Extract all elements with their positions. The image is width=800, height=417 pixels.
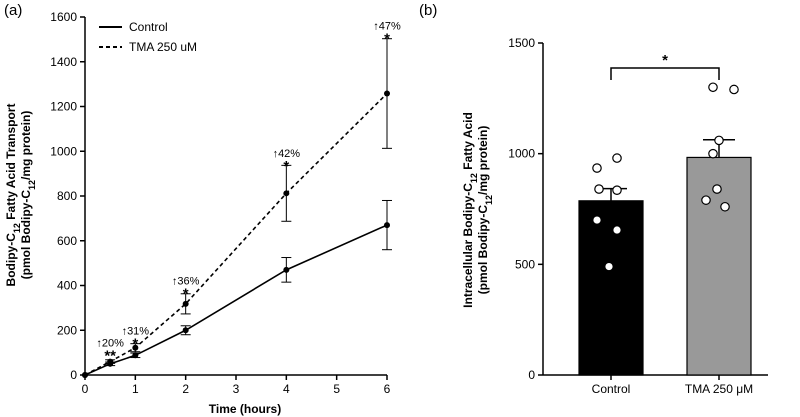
individual-point <box>592 215 602 225</box>
significance-star: * <box>283 158 289 175</box>
percent-increase-label: ↑20% <box>96 338 124 350</box>
panel-a-x-tick-label: 4 <box>283 382 290 396</box>
legend-tma-label: TMA 250 uM <box>129 40 197 54</box>
percent-increase-label: ↑31% <box>122 325 150 337</box>
panel-a-y-axis-label-line1: Bodipy-C12 Fatty Acid Transport <box>4 104 22 287</box>
panel-a-x-tick-label: 0 <box>82 382 89 396</box>
individual-point <box>604 261 614 272</box>
panel-b-axes: 0 500 1000 1500 Control TMA 250 μM <box>508 36 768 396</box>
individual-point <box>701 195 711 205</box>
panel-a-y-tick-label: 0 <box>70 368 77 382</box>
panel-a-y-axis-label-line2: (pmol Bodipy-C12/mg protein) <box>19 111 37 280</box>
panel-b-significance: * <box>610 52 720 80</box>
bar-control <box>578 200 644 376</box>
data-point <box>384 222 390 229</box>
panel-a-y-tick-label: 800 <box>57 189 77 203</box>
panel-b-y-tick-label: 1000 <box>508 147 535 161</box>
panel-a-x-tick-label: 6 <box>384 382 391 396</box>
panel-a-label: (a) <box>4 2 22 19</box>
panel-a-y-tick-label: 200 <box>57 323 77 337</box>
individual-point <box>592 163 602 173</box>
data-point <box>107 358 114 365</box>
panel-b-y-tick-label: 500 <box>515 257 535 271</box>
individual-point <box>720 201 730 212</box>
significance-star: * <box>132 335 138 352</box>
individual-point <box>708 148 718 159</box>
panel-a-y-tick-label: 1400 <box>50 55 77 69</box>
panel-b-x-tick-label: Control <box>592 382 631 396</box>
significance-star: * <box>384 30 390 47</box>
individual-point <box>729 84 739 95</box>
panel-b-y-axis-label-line1: Intracellular Bodipy-C12 Fatty Acid <box>461 112 479 308</box>
data-point <box>132 344 139 351</box>
individual-point <box>594 184 604 194</box>
data-point <box>384 90 390 97</box>
panel-a-y-tick-label: 400 <box>57 279 77 293</box>
panel-a-series <box>82 38 392 378</box>
significance-bracket <box>610 67 720 80</box>
individual-point <box>612 153 622 163</box>
panel-a-x-tick-label: 5 <box>333 382 340 396</box>
panel-b-y-tick-label: 1500 <box>508 36 535 50</box>
individual-point <box>714 135 724 146</box>
data-point <box>182 300 189 307</box>
data-point <box>132 352 139 359</box>
panel-a-x-tick-label: 1 <box>132 382 139 396</box>
bar-tma <box>686 156 752 376</box>
percent-increase-label: ↑36% <box>172 275 200 287</box>
panel-b-y-tick-label: 0 <box>528 368 535 382</box>
significance-star: ** <box>104 348 116 365</box>
panel-b-y-axis-label-line2: (pmol Bodipy-C12/mg protein) <box>476 126 494 295</box>
panel-a-x-tick-label: 3 <box>233 382 240 396</box>
panel-a-y-tick-label: 600 <box>57 234 77 248</box>
significance-star: * <box>662 52 668 69</box>
data-point <box>283 266 290 273</box>
legend-control-label: Control <box>129 20 168 34</box>
panel-a-x-axis-label: Time (hours) <box>209 402 281 416</box>
panel-a-axes: 0 200 400 600 800 1000 1200 1400 1600 0 1 2 3 4 5 6 <box>50 10 390 396</box>
panel-b-points <box>592 82 739 272</box>
panel-a-y-tick-label: 1200 <box>50 100 77 114</box>
data-point <box>283 190 290 197</box>
panel-a-y-tick-label: 1000 <box>50 144 77 158</box>
individual-point <box>708 82 718 93</box>
panel-b-bars <box>578 138 752 376</box>
legend: Control TMA 250 uM <box>99 20 197 54</box>
panel-b-label: (b) <box>419 2 437 19</box>
individual-point <box>612 185 622 195</box>
significance-star: * <box>183 285 189 302</box>
data-point <box>182 327 189 334</box>
panel-b-x-tick-label: TMA 250 μM <box>685 382 753 396</box>
panel-a-x-tick-label: 2 <box>182 382 189 396</box>
percent-increase-label: ↑47% <box>373 20 401 32</box>
panel-a-y-axis-label: Bodipy-C12 Fatty Acid Transport (pmol Bo… <box>4 104 37 287</box>
panel-a-y-tick-label: 1600 <box>50 10 77 24</box>
panel-b-y-axis-label: Intracellular Bodipy-C12 Fatty Acid (pmo… <box>461 112 494 308</box>
panel-a-annotations: **↑20% *↑31%*↑36%*↑42%*↑47% <box>96 20 401 364</box>
individual-point <box>612 225 622 235</box>
percent-increase-label: ↑42% <box>273 148 301 160</box>
data-point <box>82 372 88 378</box>
individual-point <box>712 184 722 194</box>
